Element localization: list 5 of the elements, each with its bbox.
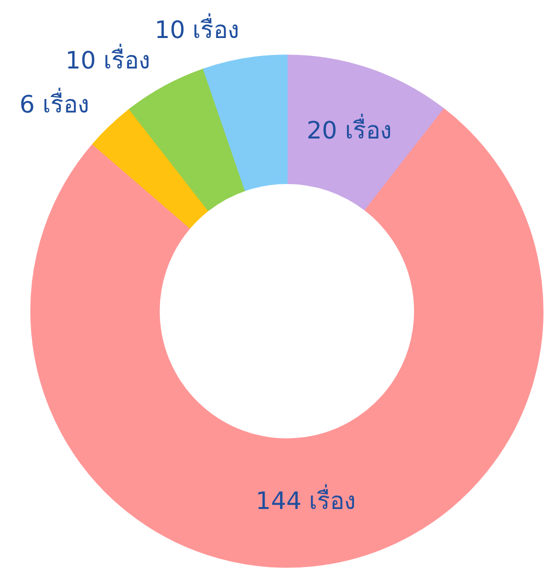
data-label: 10 เรื่อง [65, 43, 151, 74]
data-label: 6 เรื่อง [19, 87, 90, 118]
data-label: 20 เรื่อง [306, 113, 392, 144]
data-label: 144 เรื่อง [256, 484, 356, 516]
data-label: 10 เรื่อง [154, 12, 240, 44]
